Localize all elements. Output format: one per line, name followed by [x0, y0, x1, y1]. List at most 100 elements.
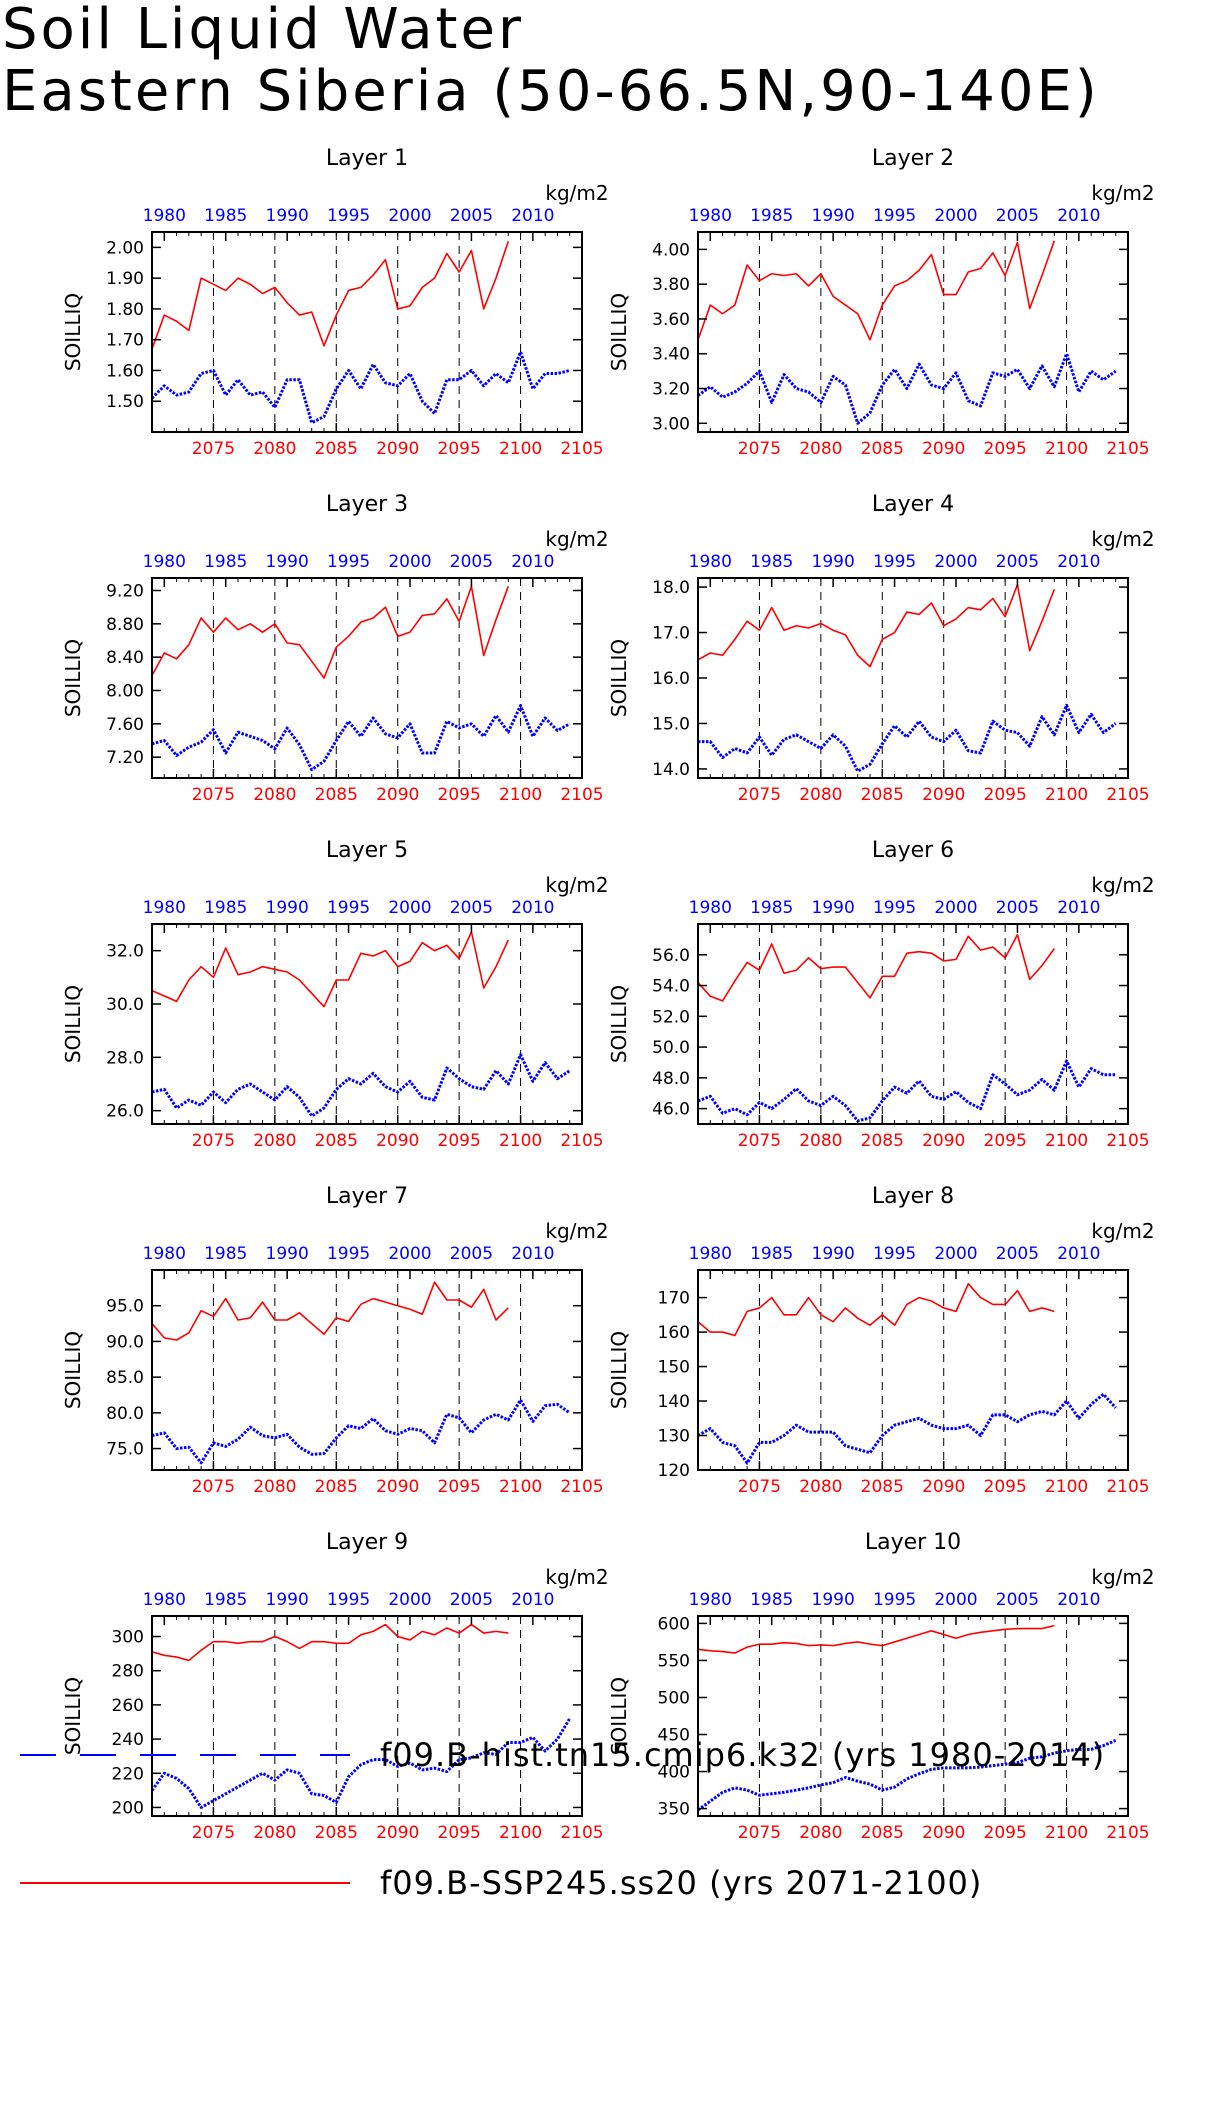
top-tick-label-1980: 1980	[143, 898, 186, 918]
y-axis-label: SOILLIQ	[607, 639, 631, 717]
bottom-tick-label-2105: 2105	[1106, 785, 1149, 805]
y-tick-label: 160	[658, 1323, 690, 1343]
top-tick-label-1990: 1990	[266, 552, 309, 572]
chart-panel-1: Layer 1 kg/m2 2075 2080 2085 2090 2095 2100 2105…	[61, 146, 609, 459]
bottom-tick-label-2080: 2080	[253, 1477, 296, 1497]
unit-label: kg/m2	[545, 1219, 608, 1243]
series-hist-line	[151, 1053, 571, 1118]
bottom-tick-label-2105: 2105	[560, 1131, 603, 1151]
bottom-tick-label-2090: 2090	[922, 1131, 965, 1151]
top-tick-label-2005: 2005	[996, 898, 1039, 918]
y-axis-label: SOILLIQ	[61, 1677, 85, 1755]
bottom-tick-label-2100: 2100	[1045, 439, 1088, 459]
top-tick-label-1985: 1985	[204, 206, 247, 226]
top-tick-label-1980: 1980	[689, 1244, 732, 1264]
bottom-tick-label-2105: 2105	[560, 1477, 603, 1497]
top-tick-label-1995: 1995	[873, 1244, 916, 1264]
y-tick-label: 2.00	[106, 238, 144, 258]
y-tick-label: 95.0	[106, 1297, 144, 1317]
top-tick-label-1985: 1985	[750, 898, 793, 918]
series-ssp-line	[151, 240, 510, 350]
top-tick-label-2005: 2005	[450, 898, 493, 918]
top-tick-label-1990: 1990	[266, 1244, 309, 1264]
top-tick-label-1990: 1990	[266, 898, 309, 918]
y-axis-label: SOILLIQ	[607, 1331, 631, 1409]
top-tick-label-1980: 1980	[689, 898, 732, 918]
series-ssp-line	[151, 1623, 509, 1662]
unit-label: kg/m2	[545, 1565, 608, 1589]
legend-item-hist: f09.B-hist.tn15.cmip6.k32 (yrs 1980-2014…	[20, 1735, 1105, 1775]
bottom-tick-label-2090: 2090	[922, 439, 965, 459]
bottom-tick-label-2085: 2085	[861, 1131, 904, 1151]
y-tick-label: 3.60	[652, 310, 690, 330]
top-tick-label-1995: 1995	[873, 1590, 916, 1610]
top-tick-label-1990: 1990	[812, 206, 855, 226]
bottom-tick-label-2095: 2095	[438, 439, 481, 459]
series-ssp-line	[697, 933, 1055, 1002]
bottom-tick-label-2095: 2095	[438, 785, 481, 805]
y-tick-label: 300	[112, 1628, 144, 1648]
y-tick-label: 240	[112, 1730, 144, 1750]
panel-title: Layer 8	[872, 1184, 954, 1209]
series-ssp-line	[697, 1282, 1055, 1337]
top-tick-label-2010: 2010	[511, 206, 554, 226]
y-tick-label: 8.80	[106, 615, 144, 635]
y-tick-label: 52.0	[652, 1007, 690, 1027]
top-tick-label-2005: 2005	[450, 1590, 493, 1610]
bottom-tick-label-2105: 2105	[560, 785, 603, 805]
bottom-tick-label-2085: 2085	[315, 439, 358, 459]
top-tick-label-2005: 2005	[450, 1244, 493, 1264]
plot-frame	[151, 231, 583, 433]
top-tick-label-2000: 2000	[388, 206, 431, 226]
y-tick-label: 8.40	[106, 648, 144, 668]
plot-frame	[697, 577, 1129, 779]
y-tick-label: 500	[658, 1688, 690, 1708]
chart-panel-5: Layer 5 kg/m2 2075 2080 2085 2090 2095 2100 2105…	[61, 838, 609, 1151]
bottom-tick-label-2090: 2090	[922, 1823, 965, 1843]
y-tick-label: 130	[658, 1427, 690, 1447]
series-hist-line	[697, 1739, 1117, 1812]
bottom-tick-label-2085: 2085	[861, 785, 904, 805]
bottom-tick-label-2080: 2080	[253, 785, 296, 805]
bottom-tick-label-2105: 2105	[1106, 439, 1149, 459]
chart-panel-8: Layer 8 kg/m2 2075 2080 2085 2090 2095 2100 2105…	[607, 1184, 1155, 1497]
bottom-tick-label-2105: 2105	[1106, 1131, 1149, 1151]
panel-title: Layer 2	[872, 146, 954, 171]
plot-frame	[697, 1269, 1129, 1471]
top-tick-label-1985: 1985	[204, 1590, 247, 1610]
bottom-tick-label-2080: 2080	[253, 439, 296, 459]
bottom-tick-label-2075: 2075	[192, 1131, 235, 1151]
top-tick-label-2000: 2000	[388, 1244, 431, 1264]
top-tick-label-2005: 2005	[996, 1590, 1039, 1610]
top-tick-label-1980: 1980	[143, 552, 186, 572]
unit-label: kg/m2	[1091, 873, 1154, 897]
legend-label-ssp: f09.B-SSP245.ss20 (yrs 2071-2100)	[380, 1864, 983, 1902]
series-hist-line	[697, 1392, 1117, 1465]
top-tick-label-1985: 1985	[750, 552, 793, 572]
y-tick-label: 16.0	[652, 669, 690, 689]
y-tick-label: 7.60	[106, 715, 144, 735]
panel-title: Layer 5	[326, 838, 408, 863]
y-tick-label: 26.0	[106, 1102, 144, 1122]
top-tick-label-2010: 2010	[1057, 898, 1100, 918]
y-axis-label: SOILLIQ	[61, 1331, 85, 1409]
y-tick-label: 600	[658, 1614, 690, 1634]
bottom-tick-label-2105: 2105	[1106, 1477, 1149, 1497]
series-hist-line	[150, 1717, 571, 1809]
top-tick-label-1995: 1995	[327, 1244, 370, 1264]
unit-label: kg/m2	[545, 181, 608, 205]
chart-panel-6: Layer 6 kg/m2 2075 2080 2085 2090 2095 2100 2105…	[607, 838, 1155, 1151]
panel-title: Layer 9	[326, 1530, 408, 1555]
unit-label: kg/m2	[545, 873, 608, 897]
bottom-tick-label-2075: 2075	[738, 1131, 781, 1151]
y-tick-label: 150	[658, 1358, 690, 1378]
chart-panel-2: Layer 2 kg/m2 2075 2080 2085 2090 2095 2100 2105…	[607, 146, 1155, 459]
top-tick-label-2010: 2010	[511, 552, 554, 572]
top-tick-label-2005: 2005	[996, 1244, 1039, 1264]
bottom-tick-label-2100: 2100	[1045, 1823, 1088, 1843]
top-tick-label-1985: 1985	[204, 1244, 247, 1264]
y-axis-label: SOILLIQ	[607, 985, 631, 1063]
bottom-tick-label-2080: 2080	[799, 1477, 842, 1497]
y-tick-label: 7.20	[106, 748, 144, 768]
